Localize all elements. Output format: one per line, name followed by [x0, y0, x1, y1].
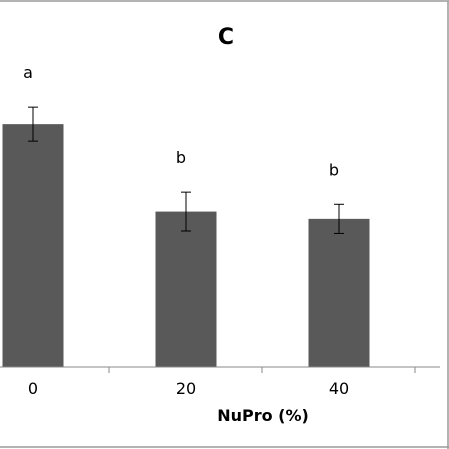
x-tick-label-group: 0 20 40 [28, 379, 349, 398]
significance-label: b [176, 148, 186, 167]
x-tick-label: 0 [28, 379, 38, 398]
x-axis-title: NuPro (%) [217, 406, 309, 425]
x-tick-group [108, 367, 416, 373]
error-bar-group [28, 106, 344, 234]
bar [308, 218, 370, 367]
significance-label: a [23, 63, 33, 82]
x-tick-label: 40 [329, 379, 349, 398]
chart-title: C [218, 25, 234, 50]
bar [2, 124, 64, 368]
bar-group [2, 124, 370, 368]
bar [155, 211, 217, 367]
x-tick-label: 20 [176, 379, 196, 398]
significance-label-group: a b b [23, 63, 339, 179]
significance-label: b [329, 160, 339, 179]
